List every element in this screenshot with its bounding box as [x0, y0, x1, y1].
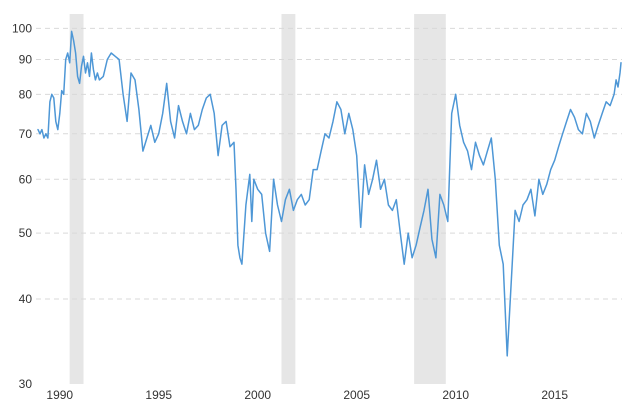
y-tick-label-80: 80 — [19, 87, 33, 101]
x-tick-label-2010: 2010 — [442, 388, 469, 401]
x-axis-tick-labels: 1990 1995 2000 2005 2010 2015 — [46, 388, 568, 401]
x-tick-label-2015: 2015 — [541, 388, 568, 401]
x-tick-label-1995: 1995 — [145, 388, 172, 401]
shaded-period-1 — [69, 14, 84, 384]
x-tick-label-1990: 1990 — [46, 388, 73, 401]
y-tick-label-100: 100 — [12, 21, 32, 35]
grid-lines — [36, 27, 622, 300]
y-tick-label-90: 90 — [19, 53, 33, 67]
recession-shading — [69, 14, 446, 384]
y-tick-label-50: 50 — [19, 226, 33, 240]
shaded-period-3 — [414, 14, 446, 384]
y-axis-tick-labels: 30 40 50 60 70 80 90 100 — [12, 21, 32, 391]
shaded-period-2 — [281, 14, 296, 384]
y-tick-label-30: 30 — [19, 377, 33, 391]
series-line-1 — [37, 30, 622, 357]
y-tick-label-60: 60 — [19, 172, 33, 186]
x-tick-label-2000: 2000 — [244, 388, 271, 401]
x-tick-label-2005: 2005 — [343, 388, 370, 401]
y-tick-label-40: 40 — [19, 292, 33, 306]
plot-area — [37, 30, 622, 357]
y-tick-label-70: 70 — [19, 127, 33, 141]
